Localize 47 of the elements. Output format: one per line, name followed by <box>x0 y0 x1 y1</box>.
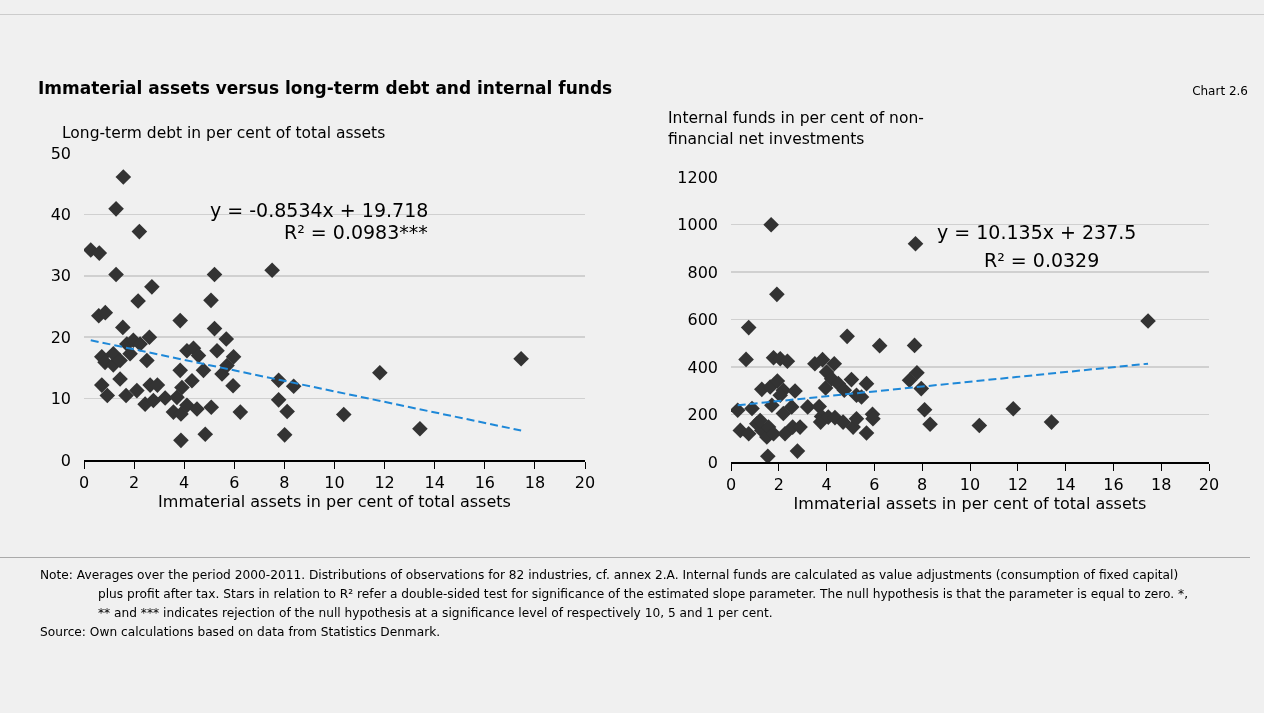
y-tick-label: 1200 <box>677 167 718 187</box>
y-tick-label: 0 <box>707 452 718 472</box>
annotation: R² = 0.0983*** <box>284 221 428 243</box>
x-tick-label: 4 <box>821 475 832 495</box>
x-tick-label: 12 <box>1007 475 1028 495</box>
x-tick-label: 2 <box>129 473 140 493</box>
x-axis-title: Immaterial assets in per cent of total assets <box>793 494 1147 514</box>
x-tick-label: 8 <box>917 475 928 495</box>
chart-title: Immaterial assets versus long-term debt and internal funds <box>38 78 613 98</box>
y-tick-label: 0 <box>60 450 71 470</box>
y-tick-label: 600 <box>687 310 718 330</box>
x-tick-label: 2 <box>773 475 784 495</box>
x-axis-title: Immaterial assets in per cent of total assets <box>158 492 511 512</box>
x-tick-label: 10 <box>959 475 981 495</box>
y-axis-title: Long-term debt in per cent of total assets <box>62 123 387 144</box>
x-tick-label: 14 <box>1055 475 1076 495</box>
x-tick-label: 0 <box>725 475 737 495</box>
x-tick-label: 6 <box>869 475 880 495</box>
y-tick-label: 20 <box>50 327 71 347</box>
x-tick-label: 20 <box>1198 475 1220 495</box>
x-tick-label: 18 <box>524 473 546 493</box>
x-tick-label: 6 <box>229 473 240 493</box>
x-tick-label: 12 <box>374 473 395 493</box>
y-tick-label: 50 <box>50 143 71 163</box>
x-tick-label: 8 <box>279 473 290 493</box>
y-tick-label: 400 <box>687 357 718 377</box>
source-note: Source: Own calculations based on data from Statistics Denmark. <box>40 624 442 641</box>
x-tick-label: 14 <box>424 473 445 493</box>
x-tick-label: 10 <box>324 473 345 493</box>
annotation: R² = 0.0329 <box>984 249 1100 271</box>
y-axis-title: Internal funds in per cent of non-financial net investments <box>668 108 925 150</box>
x-tick-label: 4 <box>179 473 190 493</box>
x-tick-label: 16 <box>474 473 495 493</box>
x-tick-label: 0 <box>78 473 90 493</box>
x-tick-label: 16 <box>1103 475 1124 495</box>
x-tick-label: 18 <box>1151 475 1172 495</box>
caption: Chart 2.6 <box>1192 84 1248 98</box>
text: Note: Averages over the period 2000-2011. Distributions of observations for 82 industries, cf. annex 2.A. Internal funds are calculated as value adjustments (consumption of fixed capital) plus profit after tax. Stars in relation to R² refer a double-sided test for significance of the estimated slope parameter. The null hypothesis is that the parameter is equal to zero. *, ** and *** indicates rejection of the null hypothesis at a significance level of respectively 10, 5 and 1 per cent. <box>40 567 1190 622</box>
annotation: y = -0.8534x + 19.718 <box>210 199 429 221</box>
y-tick-label: 800 <box>687 262 718 282</box>
annotation: y = 10.135x + 237.5 <box>937 221 1137 243</box>
y-tick-label: 40 <box>50 205 71 224</box>
x-tick-label: 20 <box>574 473 596 493</box>
y-tick-label: 10 <box>50 389 71 409</box>
y-tick-label: 1000 <box>677 215 718 235</box>
y-tick-label: 200 <box>687 405 718 425</box>
y-tick-label: 30 <box>50 266 71 286</box>
